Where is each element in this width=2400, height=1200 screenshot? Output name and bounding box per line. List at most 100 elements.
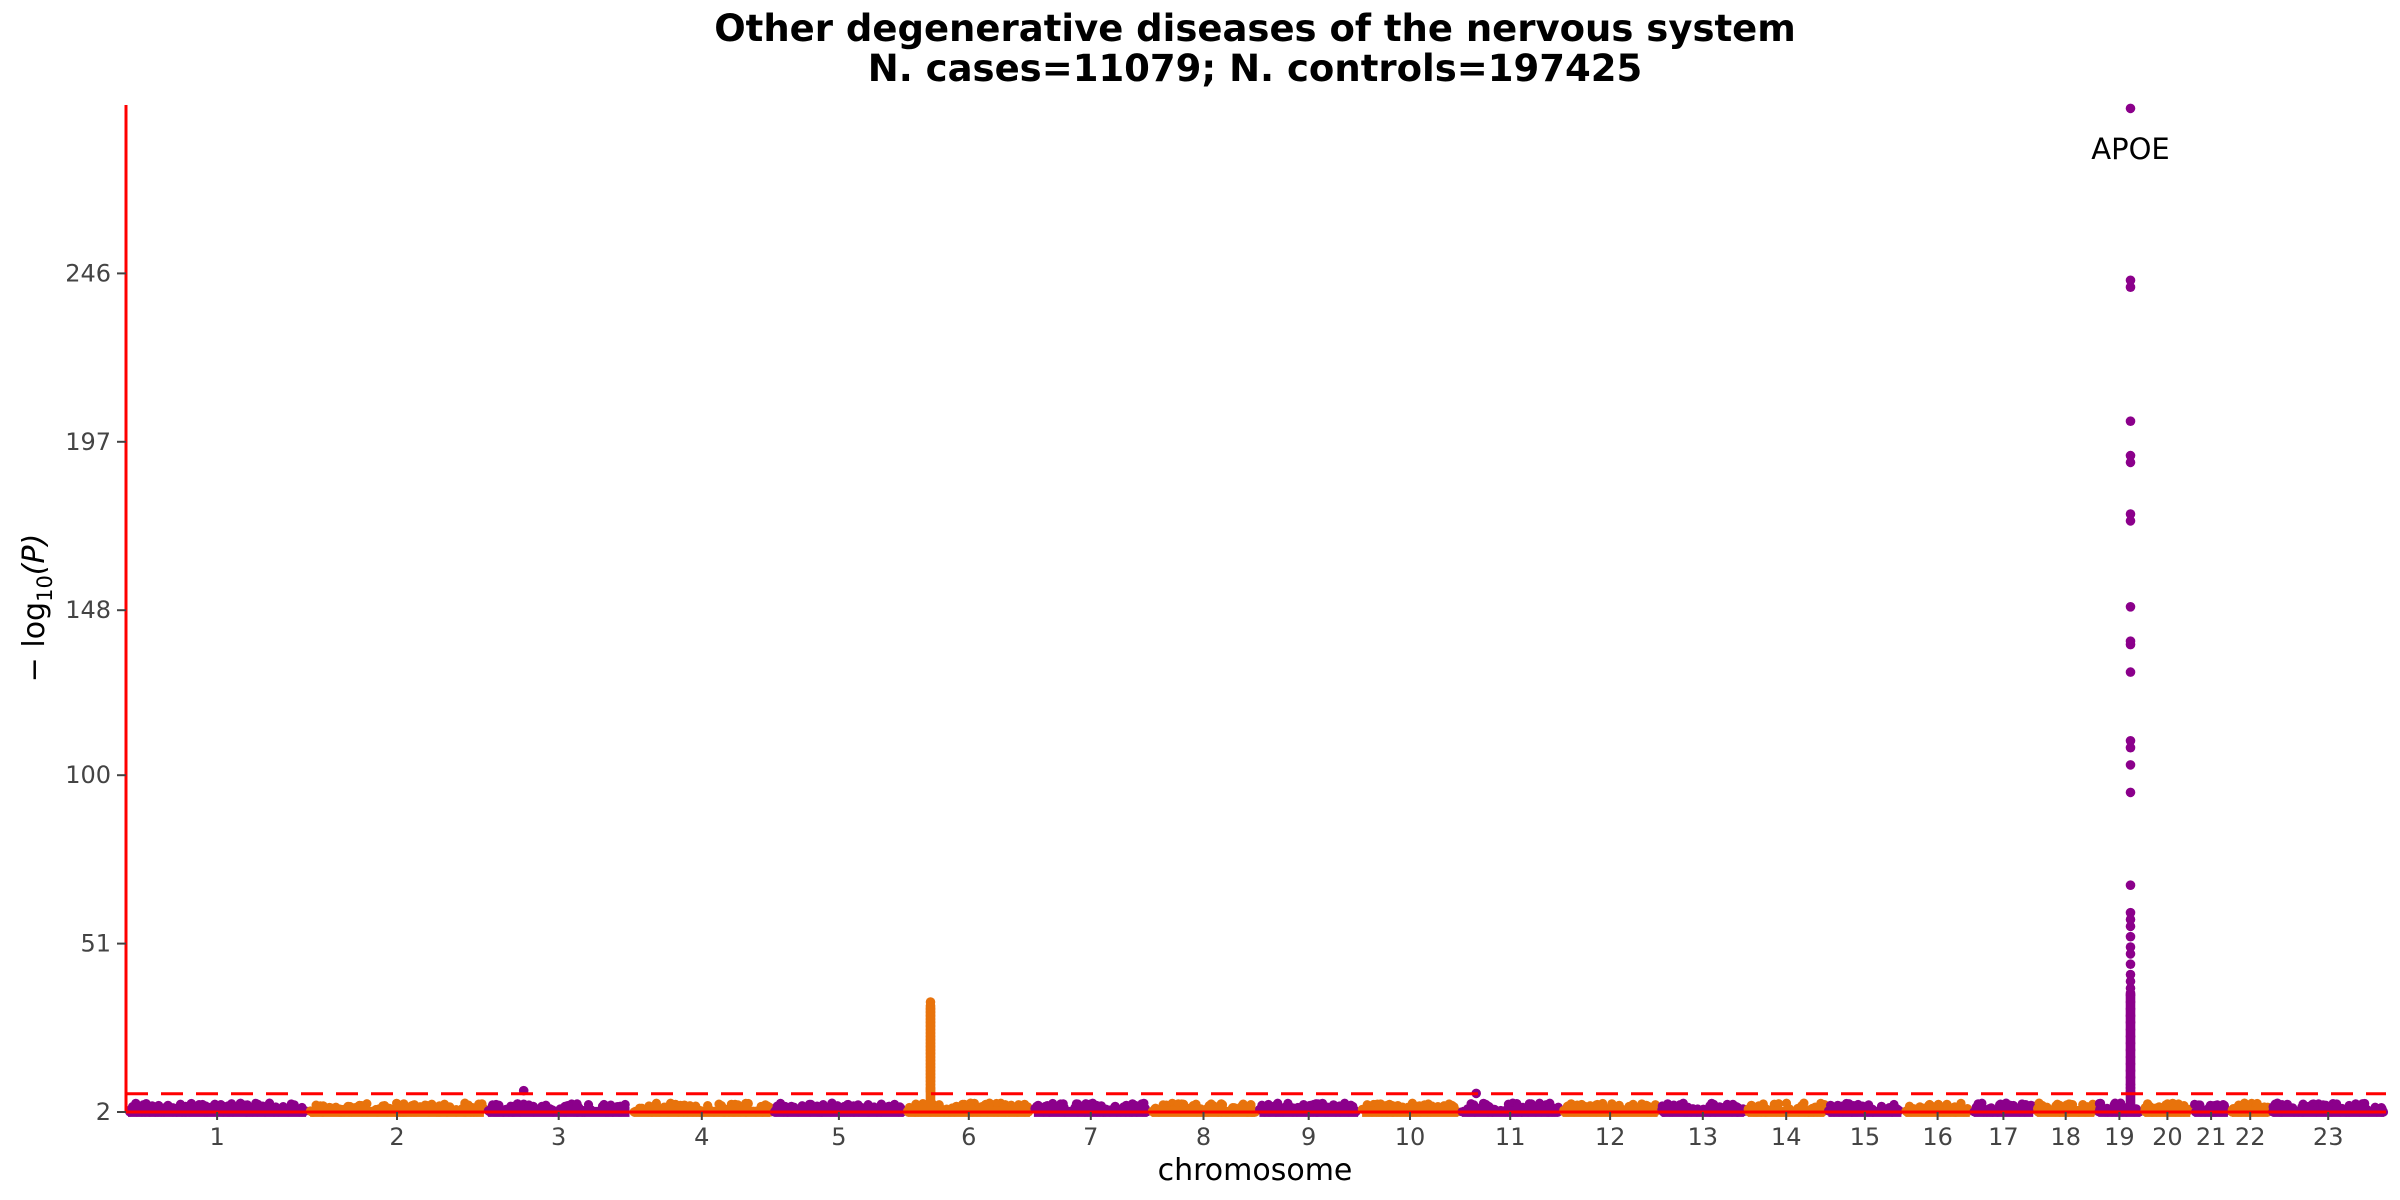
x-tick-label: 7 bbox=[1083, 1123, 1098, 1151]
peak-point-chr19 bbox=[2125, 450, 2136, 461]
snp-point-chr8 bbox=[1246, 1100, 1256, 1110]
x-tick-label: 12 bbox=[1595, 1123, 1626, 1151]
x-tick-label: 10 bbox=[1395, 1123, 1426, 1151]
peak-point-chr19 bbox=[2125, 639, 2136, 650]
snp-point-chr22 bbox=[2239, 1098, 2250, 1108]
snp-point-chr14 bbox=[1816, 1098, 1826, 1108]
chart-title: Other degenerative diseases of the nervo… bbox=[714, 7, 1796, 50]
x-tick-label: 16 bbox=[1922, 1123, 1953, 1151]
peak-point-chr19 bbox=[2125, 907, 2136, 918]
x-tick-label: 23 bbox=[2313, 1123, 2344, 1151]
y-tick-label: 2 bbox=[96, 1098, 111, 1126]
peak-point-chr19 bbox=[2125, 942, 2136, 952]
snp-point-chr9 bbox=[1283, 1098, 1293, 1108]
x-tick-label: 11 bbox=[1495, 1123, 1526, 1151]
x-tick-label: 3 bbox=[551, 1123, 566, 1151]
peak-point-chr19 bbox=[2125, 949, 2136, 959]
peak-point-chr19 bbox=[2125, 931, 2136, 942]
peak-point-chr19 bbox=[2125, 736, 2136, 746]
peak-column-chr6 bbox=[925, 1002, 936, 1109]
snp-point-chr4 bbox=[666, 1099, 676, 1109]
snp-point-chr6 bbox=[918, 1099, 928, 1109]
peak-point-chr19 bbox=[2125, 509, 2136, 519]
x-tick-label: 8 bbox=[1196, 1123, 1211, 1151]
x-tick-label: 20 bbox=[2152, 1123, 2183, 1151]
x-tick-label: 15 bbox=[1850, 1123, 1881, 1151]
snp-point-chr11 bbox=[1526, 1099, 1536, 1109]
x-tick-label: 6 bbox=[961, 1123, 976, 1151]
x-tick-label: 22 bbox=[2235, 1123, 2266, 1151]
snp-point-chr14 bbox=[1774, 1099, 1784, 1109]
x-axis-label: chromosome bbox=[1158, 1153, 1353, 1188]
snp-point-chr1 bbox=[286, 1099, 296, 1109]
snp-point-chr19 bbox=[2096, 1098, 2106, 1108]
peak-point-chr19 bbox=[2125, 103, 2136, 114]
x-tick-label: 5 bbox=[831, 1123, 846, 1151]
snp-point-chr2 bbox=[474, 1099, 484, 1109]
peak-point-chr19 bbox=[2125, 667, 2136, 677]
peak-column-chr19 bbox=[2125, 988, 2136, 1109]
snp-point-chr17 bbox=[2017, 1099, 2027, 1109]
y-tick-label: 197 bbox=[65, 428, 111, 456]
snp-point-chr10 bbox=[1444, 1099, 1454, 1109]
snp-point-chr6 bbox=[1020, 1099, 1030, 1109]
x-tick-label: 4 bbox=[694, 1123, 709, 1151]
snp-point-chr22 bbox=[2252, 1098, 2262, 1109]
peak-point-chr19 bbox=[2125, 282, 2136, 293]
x-tick-label: 13 bbox=[1688, 1123, 1719, 1151]
y-axis-label-prefix: − log bbox=[17, 602, 52, 682]
snp-point-chr7 bbox=[1048, 1098, 1058, 1109]
y-tick-label: 148 bbox=[65, 596, 111, 624]
y-axis-ticks: 2 51 100 148 197 246 bbox=[65, 259, 126, 1126]
x-tick-label: 2 bbox=[389, 1123, 404, 1151]
y-tick-label: 246 bbox=[65, 259, 111, 287]
annotation-label: APOE bbox=[2091, 132, 2169, 166]
snp-point-chr1 bbox=[216, 1100, 226, 1110]
peak-point-chr19 bbox=[2125, 760, 2136, 770]
x-tick-label: 21 bbox=[2196, 1123, 2227, 1151]
snp-point-chr3 bbox=[599, 1099, 609, 1110]
y-tick-label: 51 bbox=[80, 930, 111, 958]
x-tick-label: 19 bbox=[2104, 1123, 2135, 1151]
peak-point-chr19 bbox=[2125, 969, 2136, 980]
x-axis-ticks: 1 2 3 4 5 6 7 8 9 10 11 12 13 14 15 16 17 18 19 20 21 22 23 bbox=[209, 1112, 2343, 1151]
snp-point-chr4 bbox=[730, 1099, 740, 1109]
peak-point-chr19 bbox=[2125, 914, 2136, 925]
snp-point-chr1 bbox=[235, 1098, 245, 1109]
snp-point-chr7 bbox=[1137, 1099, 1147, 1109]
x-tick-label: 14 bbox=[1771, 1123, 1802, 1151]
peak-point-chr19 bbox=[2125, 880, 2136, 890]
peak-point-chr19 bbox=[2125, 921, 2136, 932]
peak-point-chr19 bbox=[2125, 416, 2136, 427]
snp-point-chr20 bbox=[2173, 1099, 2184, 1109]
x-tick-label: 17 bbox=[1988, 1123, 2019, 1151]
y-tick-label: 100 bbox=[65, 761, 111, 789]
annotations: APOE bbox=[2091, 132, 2169, 166]
peak-point-chr19 bbox=[2125, 787, 2136, 798]
peak-point-chr19 bbox=[2125, 976, 2136, 987]
snp-point-chr4 bbox=[742, 1099, 752, 1109]
peak-point-chr19 bbox=[2125, 516, 2136, 526]
x-tick-label: 9 bbox=[1301, 1123, 1316, 1151]
chart-subtitle: N. cases=11079; N. controls=197425 bbox=[868, 47, 1642, 90]
snp-point-chr17 bbox=[1995, 1099, 2006, 1109]
peak-point-chr19 bbox=[2125, 742, 2136, 753]
snp-point-chr5 bbox=[876, 1099, 887, 1109]
peak-point-chr19 bbox=[2125, 457, 2136, 468]
snp-point-chr17 bbox=[1973, 1099, 1983, 1109]
y-axis-label: − log10(P) bbox=[17, 534, 57, 683]
x-tick-label: 18 bbox=[2050, 1123, 2081, 1151]
peak-points bbox=[518, 103, 2136, 1109]
snp-point-chr6 bbox=[991, 1098, 1002, 1109]
y-axis-label-subscript: 10 bbox=[33, 575, 57, 602]
snp-point-chr9 bbox=[1273, 1099, 1283, 1109]
snp-point-chr9 bbox=[1340, 1098, 1350, 1108]
peak-point-chr19 bbox=[2125, 275, 2136, 286]
data-points bbox=[125, 1098, 2389, 1117]
y-axis-label-suffix: (P) bbox=[17, 534, 52, 576]
x-tick-label: 1 bbox=[209, 1123, 224, 1151]
peak-point-chr19 bbox=[2125, 602, 2136, 612]
peak-point-chr19 bbox=[2125, 959, 2136, 969]
snp-point-chr7 bbox=[1081, 1099, 1091, 1109]
